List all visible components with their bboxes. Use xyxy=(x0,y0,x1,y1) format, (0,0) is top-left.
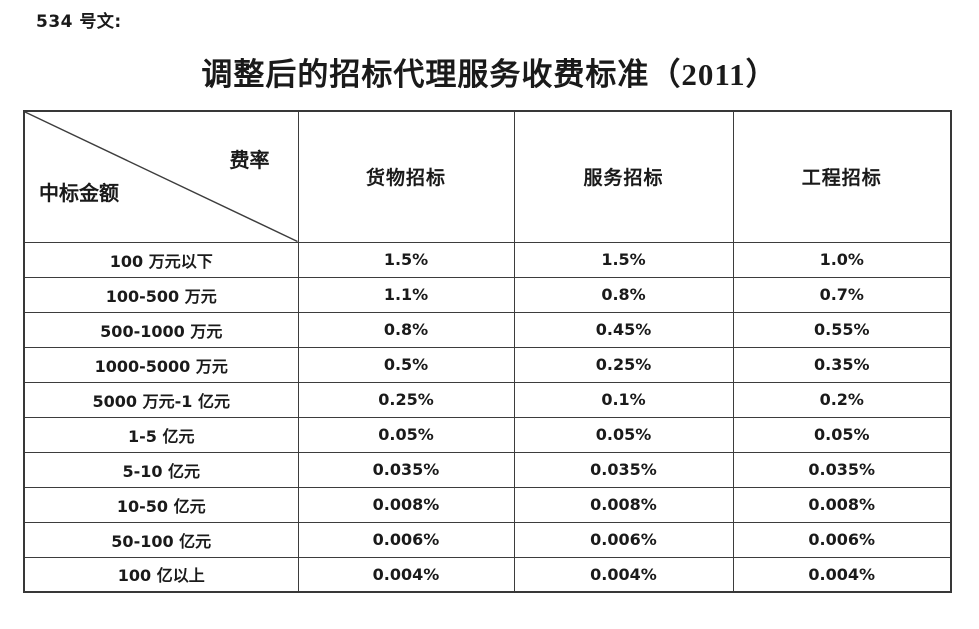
row-label-cell: 10-50 亿元 xyxy=(23,486,299,523)
row-label-cell: 1-5 亿元 xyxy=(23,416,299,453)
rate-cell: 0.2% xyxy=(732,381,952,418)
row-label-cell: 5000 万元-1 亿元 xyxy=(23,381,299,418)
table-row: 1-5 亿元 0.05% 0.05% 0.05% xyxy=(23,416,952,453)
table-row: 5-10 亿元 0.035% 0.035% 0.035% xyxy=(23,451,952,488)
diagonal-divider-line xyxy=(25,112,298,242)
table-row: 500-1000 万元 0.8% 0.45% 0.55% xyxy=(23,311,952,348)
table-row: 5000 万元-1 亿元 0.25% 0.1% 0.2% xyxy=(23,381,952,418)
rate-cell: 0.7% xyxy=(732,276,952,313)
rate-cell: 0.1% xyxy=(513,381,734,418)
page-title: 调整后的招标代理服务收费标准（2011） xyxy=(201,57,778,92)
column-header-services: 服务招标 xyxy=(513,110,734,243)
rate-cell: 0.008% xyxy=(513,486,734,523)
table-row: 100-500 万元 1.1% 0.8% 0.7% xyxy=(23,276,952,313)
rate-cell: 0.035% xyxy=(732,451,952,488)
rate-cell: 0.006% xyxy=(513,521,734,558)
rate-cell: 0.8% xyxy=(513,276,734,313)
table-header-row: 费率 中标金额 货物招标 服务招标 工程招标 xyxy=(23,110,952,243)
corner-label-amount: 中标金额 xyxy=(39,182,119,205)
rate-cell: 0.004% xyxy=(732,556,952,593)
corner-header-cell: 费率 中标金额 xyxy=(23,110,299,243)
rate-cell: 0.008% xyxy=(297,486,515,523)
rate-cell: 0.004% xyxy=(297,556,515,593)
table-row: 50-100 亿元 0.006% 0.006% 0.006% xyxy=(23,521,952,558)
row-label-cell: 100-500 万元 xyxy=(23,276,299,313)
rate-cell: 0.05% xyxy=(513,416,734,453)
row-label-cell: 500-1000 万元 xyxy=(23,311,299,348)
row-label-cell: 50-100 亿元 xyxy=(23,521,299,558)
fee-standard-table: 费率 中标金额 货物招标 服务招标 工程招标 100 万元以下 1.5% 1.5… xyxy=(23,110,952,593)
table-row: 100 万元以下 1.5% 1.5% 1.0% xyxy=(23,241,952,278)
rate-cell: 0.035% xyxy=(297,451,515,488)
rate-cell: 0.5% xyxy=(297,346,515,383)
rate-cell: 1.5% xyxy=(513,241,734,278)
row-label-cell: 100 万元以下 xyxy=(23,241,299,278)
column-header-goods: 货物招标 xyxy=(297,110,515,243)
rate-cell: 0.55% xyxy=(732,311,952,348)
rate-cell: 0.35% xyxy=(732,346,952,383)
row-label-cell: 100 亿以上 xyxy=(23,556,299,593)
rate-cell: 0.006% xyxy=(732,521,952,558)
rate-cell: 1.0% xyxy=(732,241,952,278)
row-label-cell: 1000-5000 万元 xyxy=(23,346,299,383)
rate-cell: 0.008% xyxy=(732,486,952,523)
rate-cell: 1.1% xyxy=(297,276,515,313)
table-row: 10-50 亿元 0.008% 0.008% 0.008% xyxy=(23,486,952,523)
column-header-engineering: 工程招标 xyxy=(732,110,952,243)
row-label-cell: 5-10 亿元 xyxy=(23,451,299,488)
rate-cell: 0.45% xyxy=(513,311,734,348)
rate-cell: 0.006% xyxy=(297,521,515,558)
rate-cell: 0.05% xyxy=(297,416,515,453)
rate-cell: 0.25% xyxy=(297,381,515,418)
rate-cell: 0.004% xyxy=(513,556,734,593)
table-row: 1000-5000 万元 0.5% 0.25% 0.35% xyxy=(23,346,952,383)
corner-label-rate: 费率 xyxy=(229,150,270,172)
doc-number: 534 号文: xyxy=(36,12,122,32)
table-row: 100 亿以上 0.004% 0.004% 0.004% xyxy=(23,556,952,593)
rate-cell: 1.5% xyxy=(297,241,515,278)
rate-cell: 0.25% xyxy=(513,346,734,383)
rate-cell: 0.035% xyxy=(513,451,734,488)
rate-cell: 0.8% xyxy=(297,311,515,348)
rate-cell: 0.05% xyxy=(732,416,952,453)
